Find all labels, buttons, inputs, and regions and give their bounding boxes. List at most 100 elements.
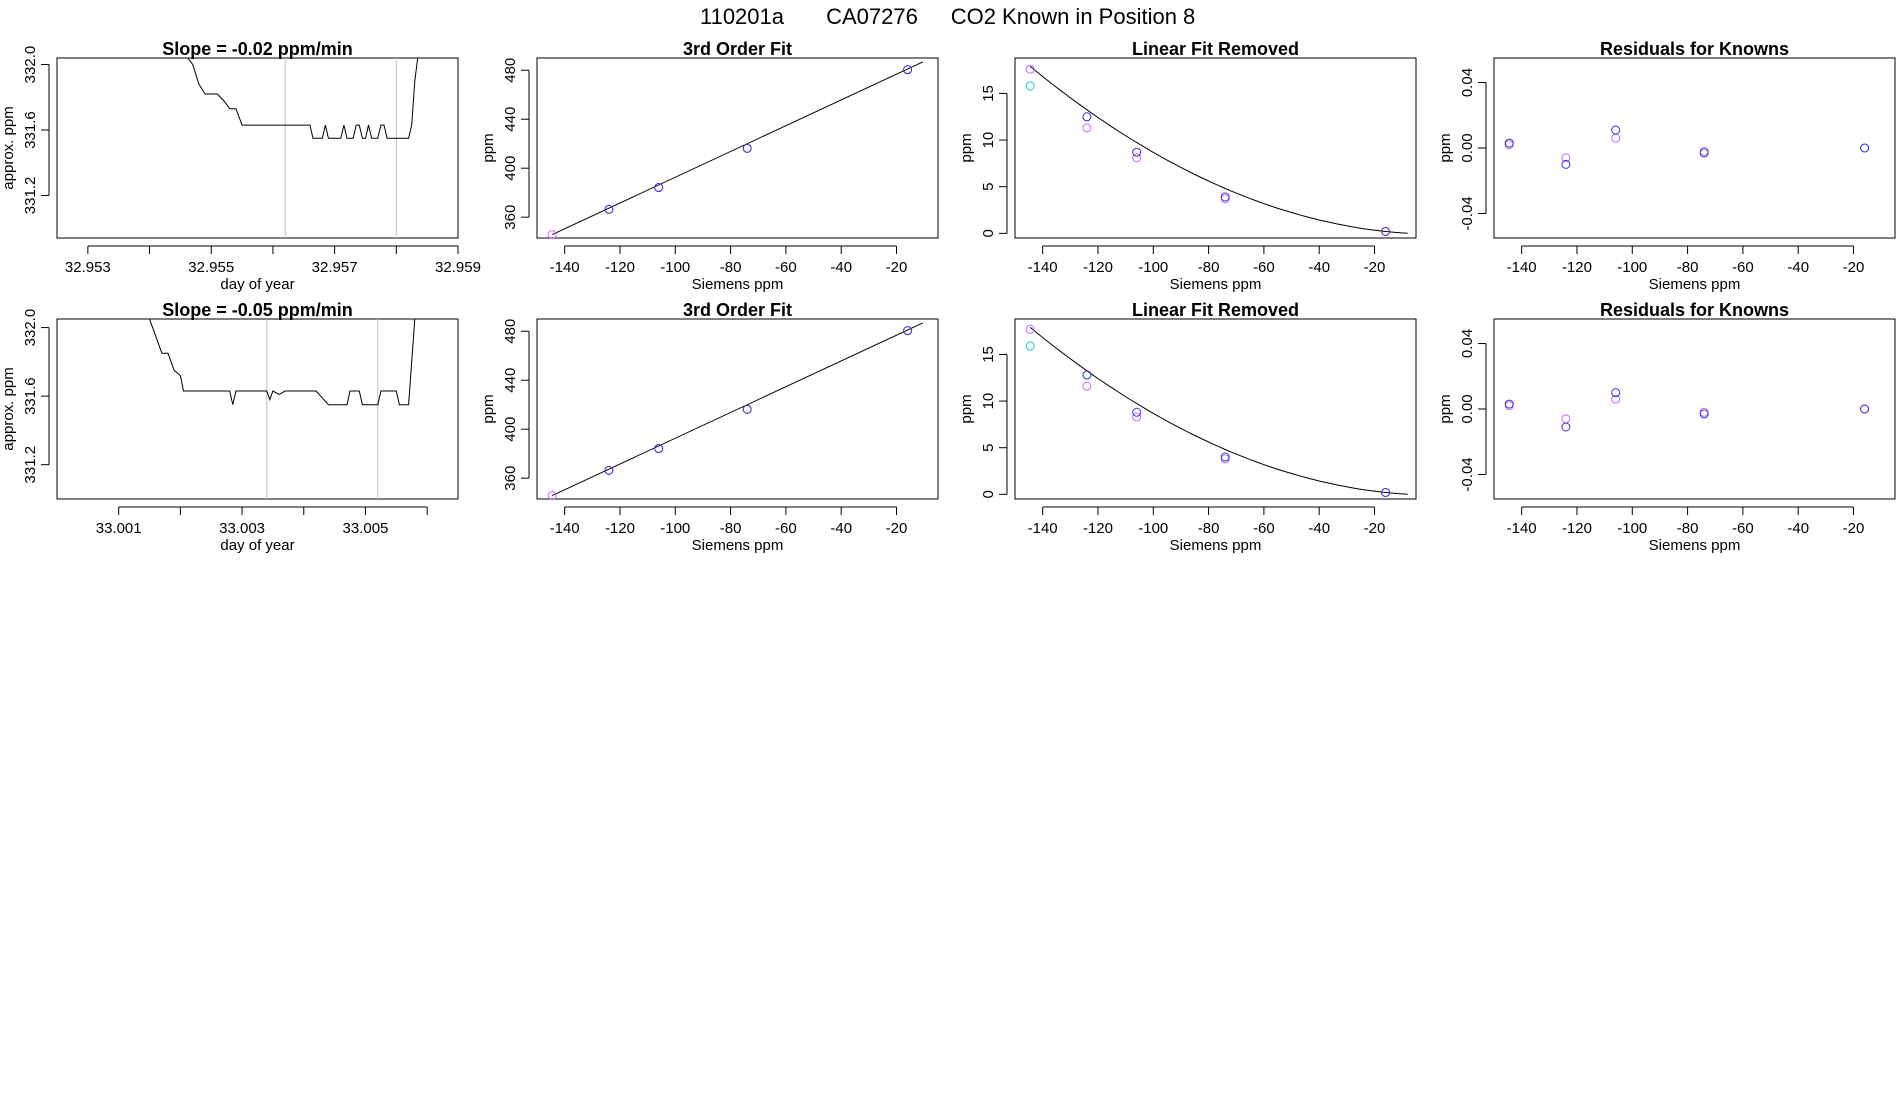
chart-5-x-tick-label: -140: [550, 520, 580, 537]
chart-2-y-tick-label: 5: [980, 183, 997, 191]
chart-2-title: Linear Fit Removed: [1132, 39, 1299, 59]
chart-2-x-tick-label: -20: [1364, 259, 1386, 276]
chart-5: 3rd Order Fit -140 -120 -100 -80 -60 -40 -20 Sie…: [480, 300, 939, 554]
chart-4-frame: [56, 318, 459, 500]
chart-1-plot-area: [551, 61, 924, 236]
chart-3-point-series_b: [1699, 148, 1709, 158]
chart-0-x-tick-label: 32.957: [312, 259, 358, 276]
chart-3-x-tick-label: -80: [1677, 259, 1699, 276]
chart-5-plot-area: [551, 322, 924, 497]
chart-5-y-tick-label: 480: [502, 319, 519, 344]
chart-0-x-label: day of year: [220, 276, 294, 293]
chart-4-y-tick-label: 331.2: [22, 446, 39, 484]
chart-1-y-tick-label: 480: [502, 58, 519, 83]
chart-6-y-tick-label: 15: [980, 346, 997, 363]
chart-1-y-tick-label: 360: [502, 205, 519, 230]
chart-7-x-tick-label: -40: [1787, 520, 1809, 537]
chart-6-point-series_b: [1381, 487, 1391, 497]
chart-0-x-tick-label: 32.959: [435, 259, 481, 276]
chart-2-x-tick-label: -60: [1253, 259, 1275, 276]
chart-5-fit-line: [551, 322, 924, 497]
chart-6-point-series_b: [1082, 370, 1092, 380]
chart-1-point-series_b: [604, 204, 614, 214]
chart-0-title: Slope = -0.02 ppm/min: [162, 39, 353, 59]
chart-6-point-series_b: [1132, 407, 1142, 417]
chart-6-x-label: Siemens ppm: [1170, 537, 1262, 554]
chart-1-frame: [536, 57, 939, 239]
chart-3-frame: [1493, 57, 1896, 239]
chart-7-x-tick-label: -20: [1843, 520, 1865, 537]
chart-1-x-tick-label: -80: [720, 259, 742, 276]
chart-1-title: 3rd Order Fit: [683, 39, 792, 59]
chart-7-y-tick-label: 0.00: [1459, 394, 1476, 423]
chart-6-point-series_a: [1025, 324, 1035, 334]
chart-2-point-highlight: [1025, 81, 1035, 91]
chart-1-y-tick-label: 440: [502, 107, 519, 132]
chart-2-plot-area: [1029, 66, 1408, 234]
chart-0-y-label: approx. ppm: [0, 106, 17, 189]
chart-4: Slope = -0.05 ppm/min 33.001 33.003 33.005 d…: [0, 300, 459, 554]
chart-6: Linear Fit Removed-140 -120 -100 -80 -60 -40-…: [958, 300, 1417, 554]
chart-3-y-tick-label: -0.04: [1459, 196, 1476, 230]
chart-4-x-tick-label: 33.005: [343, 520, 389, 537]
chart-5-x-tick-label: -20: [886, 520, 908, 537]
chart-0-y-tick-label: 331.2: [22, 177, 39, 215]
chart-4-y-axis: 331.2 331.6 332.0: [22, 309, 50, 484]
chart-7-point-series_b: [1699, 409, 1709, 419]
chart-3-y-label: ppm: [1437, 133, 1454, 162]
chart-3: Residuals for Knowns -140 -120 -100 -80 -60 -4…: [1437, 39, 1896, 293]
chart-1-point-series_b: [654, 183, 664, 193]
chart-6-x-tick-label: -20: [1364, 520, 1386, 537]
chart-0-x-tick-label: 32.953: [65, 259, 111, 276]
chart-2-y-label: ppm: [958, 133, 975, 162]
chart-2-point-series_b: [1381, 226, 1391, 236]
chart-2-x-tick-label: -140: [1028, 259, 1058, 276]
chart-3-x-tick-label: -140: [1507, 259, 1537, 276]
chart-2-point-series_a: [1220, 194, 1230, 204]
chart-2-x-axis: -140 -120 -100 -80 -60 -40 -20: [1028, 245, 1386, 276]
chart-7-frame: [1493, 318, 1896, 500]
chart-3-x-tick-label: -40: [1787, 259, 1809, 276]
chart-6-x-tick-label: -100: [1138, 520, 1168, 537]
chart-1: 3rd Order Fit -140 -120 -100 -80 -60 -40 -20 Sie…: [480, 39, 939, 293]
chart-1-y-label: ppm: [480, 133, 497, 162]
chart-2-point-series_a: [1082, 123, 1092, 133]
chart-7-x-tick-label: -60: [1732, 520, 1754, 537]
chart-3-x-tick-label: -60: [1732, 259, 1754, 276]
chart-6-x-tick-label: -120: [1083, 520, 1113, 537]
chart-7: Residuals for Knowns -140 -120 -100 -80 -60 -4…: [1437, 300, 1896, 554]
chart-2: Linear Fit Removed-140 -120 -100 -80 -60 -40-…: [958, 39, 1417, 293]
chart-2-y-tick-label: 10: [980, 132, 997, 149]
chart-0-frame: [56, 57, 459, 239]
chart-5-x-tick-label: -40: [830, 520, 852, 537]
chart-5-x-label: Siemens ppm: [692, 537, 784, 554]
chart-7-x-label: Siemens ppm: [1649, 537, 1741, 554]
chart-5-point-series_b: [742, 404, 752, 414]
chart-1-x-tick-label: -100: [660, 259, 690, 276]
chart-3-point-series_a: [1561, 153, 1571, 163]
chart-3-x-axis: -140 -120 -100 -80 -60 -40 -20: [1507, 245, 1864, 276]
chart-6-fit-curve: [1029, 327, 1408, 495]
chart-1-x-tick-label: -60: [775, 259, 797, 276]
chart-7-y-label: ppm: [1437, 394, 1454, 423]
chart-2-y-tick-label: 15: [980, 85, 997, 102]
chart-7-y-axis: -0.04 0.00 0.04: [1459, 329, 1487, 492]
chart-5-x-tick-label: -120: [605, 520, 635, 537]
chart-4-x-axis: 33.001 33.003 33.005: [96, 506, 428, 537]
chart-5-point-series_b: [654, 444, 664, 454]
chart-5-point-series_a: [547, 491, 557, 501]
chart-1-x-tick-label: -40: [830, 259, 852, 276]
chart-2-x-label: Siemens ppm: [1170, 276, 1262, 293]
chart-2-point-series_b: [1132, 147, 1142, 157]
chart-2-point-series_a: [1132, 153, 1142, 163]
chart-0-y-tick-label: 332.0: [22, 46, 39, 84]
chart-7-point-series_b: [1611, 388, 1621, 398]
chart-4-plot-area: [149, 319, 416, 406]
chart-2-x-tick-label: -120: [1083, 259, 1113, 276]
chart-3-y-axis: -0.04 0.00 0.04: [1459, 68, 1487, 231]
chart-1-x-label: Siemens ppm: [692, 276, 784, 293]
chart-6-point-series_a: [1132, 412, 1142, 422]
chart-6-x-tick-label: -80: [1198, 520, 1220, 537]
chart-7-point-series_a: [1611, 394, 1621, 404]
